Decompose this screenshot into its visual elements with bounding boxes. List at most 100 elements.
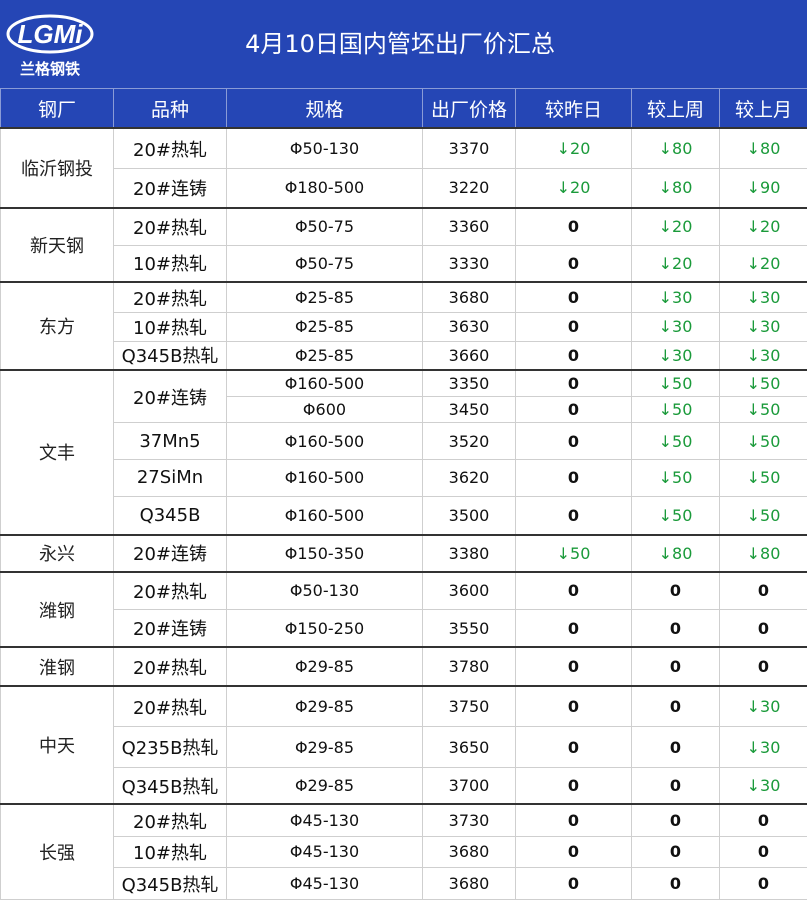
vs-month-cell: ↓50 — [719, 422, 807, 461]
price-cell: 3680 — [422, 281, 516, 314]
vs-month-cell: ↓80 — [719, 534, 807, 573]
price-cell: 3450 — [422, 395, 516, 424]
vs-yesterday-cell: 0 — [515, 312, 632, 342]
spec-cell: Φ160-500 — [226, 495, 423, 536]
spec-cell: Φ50-75 — [226, 206, 423, 246]
table-row: 东方 20#热轧 Φ25-85 3680 0 ↓30 ↓30 — [0, 281, 807, 371]
vs-week-cell: ↓30 — [631, 281, 720, 314]
vs-week-cell: ↓50 — [631, 395, 720, 424]
vs-week-cell: 0 — [631, 646, 720, 687]
vs-month-cell: 0 — [719, 835, 807, 869]
table-row: Φ600 3450 0 ↓50 ↓50 — [1, 395, 807, 424]
vs-week-cell: 0 — [631, 570, 720, 611]
grade-cell: 20#连铸 — [113, 368, 227, 424]
table-row: Q345B热轧 Φ29-85 3700 0 0 ↓30 — [1, 767, 807, 805]
spec-cell: Φ150-350 — [226, 534, 423, 573]
grade-cell: 20#热轧 — [113, 685, 227, 728]
logo-ring — [6, 14, 94, 54]
vs-week-cell: ↓50 — [631, 459, 720, 497]
vs-month-cell: 0 — [719, 570, 807, 611]
vs-yesterday-cell: ↓20 — [515, 127, 632, 170]
column-header-vs-week: 较上周 — [631, 88, 720, 129]
mill-name-cell: 新天钢 — [0, 206, 114, 283]
table-row: 10#热轧 Φ45-130 3680 0 0 0 — [1, 835, 807, 869]
vs-week-cell: ↓20 — [631, 244, 720, 283]
vs-week-cell: 0 — [631, 767, 720, 805]
table-row: 27SiMn Φ160-500 3620 0 ↓50 ↓50 — [1, 459, 807, 497]
vs-yesterday-cell: 0 — [515, 726, 632, 769]
grade-cell: 10#热轧 — [113, 312, 227, 342]
spec-cell: Φ50-75 — [226, 244, 423, 283]
vs-month-cell: ↓30 — [719, 312, 807, 342]
spec-cell: Φ160-500 — [226, 368, 423, 397]
price-cell: 3600 — [422, 570, 516, 611]
vs-week-cell: ↓30 — [631, 312, 720, 342]
spec-cell: Φ25-85 — [226, 340, 423, 371]
spec-cell: Φ45-130 — [226, 803, 423, 837]
spec-cell: Φ29-85 — [226, 685, 423, 728]
table-header-row: 钢厂 品种 规格 出厂价格 较昨日 较上周 较上月 — [0, 88, 807, 129]
table-row: 潍钢 20#热轧 Φ50-130 3600 0 0 0 — [0, 570, 807, 648]
price-cell: 3750 — [422, 685, 516, 728]
table-row: Q345B热轧 Φ45-130 3680 0 0 0 — [1, 867, 807, 900]
vs-yesterday-cell: 0 — [515, 368, 632, 397]
spec-cell: Φ150-250 — [226, 609, 423, 648]
price-cell: 3620 — [422, 459, 516, 497]
vs-month-cell: ↓30 — [719, 340, 807, 371]
grade-cell: Q345B — [113, 495, 227, 536]
grade-cell: Q235B热轧 — [113, 726, 227, 769]
price-cell: 3660 — [422, 340, 516, 371]
table-row: 新天钢 20#热轧 Φ50-75 3360 0 ↓20 ↓20 — [0, 206, 807, 283]
price-cell: 3550 — [422, 609, 516, 648]
price-cell: 3500 — [422, 495, 516, 536]
spec-cell: Φ600 — [226, 395, 423, 424]
grade-cell: 10#热轧 — [113, 835, 227, 869]
table-row: 37Mn5 Φ160-500 3520 0 ↓50 ↓50 — [1, 422, 807, 461]
mill-name-cell: 淮钢 — [0, 646, 114, 687]
vs-week-cell: 0 — [631, 803, 720, 837]
vs-yesterday-cell: 0 — [515, 803, 632, 837]
vs-yesterday-cell: 0 — [515, 281, 632, 314]
vs-yesterday-cell: 0 — [515, 244, 632, 283]
price-cell: 3520 — [422, 422, 516, 461]
price-cell: 3680 — [422, 835, 516, 869]
table-row: 10#热轧 Φ50-75 3330 0 ↓20 ↓20 — [1, 244, 807, 283]
table-row: 长强 20#热轧 Φ45-130 3730 0 0 0 — [0, 803, 807, 900]
mill-name-cell: 中天 — [0, 685, 114, 805]
mill-name-cell: 永兴 — [0, 534, 114, 573]
vs-week-cell: ↓50 — [631, 368, 720, 397]
price-cell: 3730 — [422, 803, 516, 837]
table-row: 临沂钢投 20#热轧 Φ50-130 3370 ↓20 ↓80 ↓80 — [0, 127, 807, 209]
page-title: 4月10日国内管坯出厂价汇总 — [245, 30, 555, 58]
grade-cell: 20#热轧 — [113, 281, 227, 314]
spec-cell: Φ25-85 — [226, 281, 423, 314]
spec-cell: Φ29-85 — [226, 726, 423, 769]
grade-cell: 20#热轧 — [113, 646, 227, 687]
grade-cell: 20#连铸 — [113, 609, 227, 648]
price-cell: 3350 — [422, 368, 516, 397]
title-banner: LGMi 兰格钢铁 4月10日国内管坯出厂价汇总 — [0, 0, 807, 88]
spec-cell: Φ29-85 — [226, 767, 423, 805]
grade-cell: Q345B热轧 — [113, 767, 227, 805]
column-header-mill: 钢厂 — [0, 88, 114, 129]
spec-cell: Φ45-130 — [226, 835, 423, 869]
grade-cell: 27SiMn — [113, 459, 227, 497]
table-row: 淮钢 20#热轧 Φ29-85 3780 0 0 0 — [0, 646, 807, 687]
vs-month-cell: ↓30 — [719, 726, 807, 769]
vs-month-cell: 0 — [719, 609, 807, 648]
vs-yesterday-cell: 0 — [515, 646, 632, 687]
price-cell: 3700 — [422, 767, 516, 805]
spec-cell: Φ29-85 — [226, 646, 423, 687]
mill-name-cell: 东方 — [0, 281, 114, 371]
grade-cell: 20#连铸 — [113, 168, 227, 209]
price-cell: 3370 — [422, 127, 516, 170]
spec-cell: Φ160-500 — [226, 422, 423, 461]
table-row: Q345B Φ160-500 3500 0 ↓50 ↓50 — [1, 495, 807, 536]
spec-cell: Φ45-130 — [226, 867, 423, 900]
grade-cell: 20#热轧 — [113, 803, 227, 837]
column-header-grade: 品种 — [113, 88, 227, 129]
vs-yesterday-cell: 0 — [515, 206, 632, 246]
mill-name-cell: 临沂钢投 — [0, 127, 114, 209]
table-row: 10#热轧 Φ25-85 3630 0 ↓30 ↓30 — [1, 312, 807, 342]
